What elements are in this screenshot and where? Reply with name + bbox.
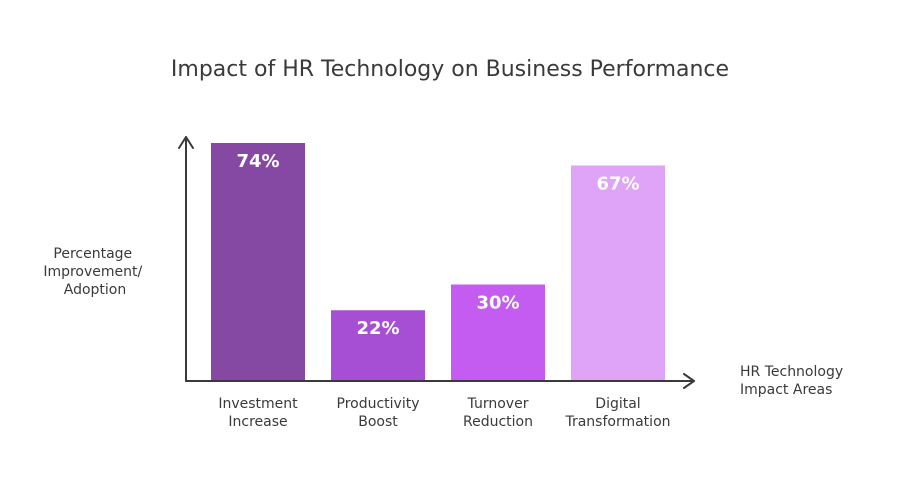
x-axis-label: HR Technology Impact Areas [740,364,848,398]
bar-value-label-3: 67% [596,174,639,195]
x-axis-label-line-2: Impact Areas [740,382,832,398]
y-axis-label-line-3: Adoption [64,282,127,298]
x-tick-label-line: Reduction [463,414,533,430]
x-tick-label-1: Productivity Boost [337,396,420,430]
x-tick-label-line: Productivity [337,396,420,412]
x-tick-label-3: Digital Transformation [564,396,670,430]
chart-title: Impact of HR Technology on Business Perf… [171,57,729,82]
x-tick-label-0: Investment Increase [218,396,298,430]
x-tick-label-line: Digital [595,396,640,412]
x-tick-label-line: Transformation [564,414,670,430]
x-tick-label-line: Investment [218,396,298,412]
y-axis-label: Percentage Improvement/ Adoption [43,246,146,298]
bar-3 [571,165,665,381]
x-tick-label-line: Boost [358,414,398,430]
bar-2 [451,284,545,381]
y-axis-label-line-2: Improvement/ [43,264,142,280]
x-axis-label-line-1: HR Technology [740,364,843,380]
x-tick-label-line: Turnover [467,396,529,412]
bars-group: 74% Investment Increase 22% Productivity Boos… [211,143,671,430]
x-tick-label-2: Turnover Reduction [463,396,533,430]
bar-1 [331,310,425,381]
x-tick-label-line: Increase [228,414,287,430]
y-axis-label-line-1: Percentage [53,246,132,262]
bar-value-label-2: 30% [476,293,519,314]
bar-value-label-1: 22% [356,318,399,339]
x-axis [185,373,695,389]
y-axis [178,136,194,382]
bar-value-label-0: 74% [236,151,279,172]
bar-0 [211,143,305,381]
